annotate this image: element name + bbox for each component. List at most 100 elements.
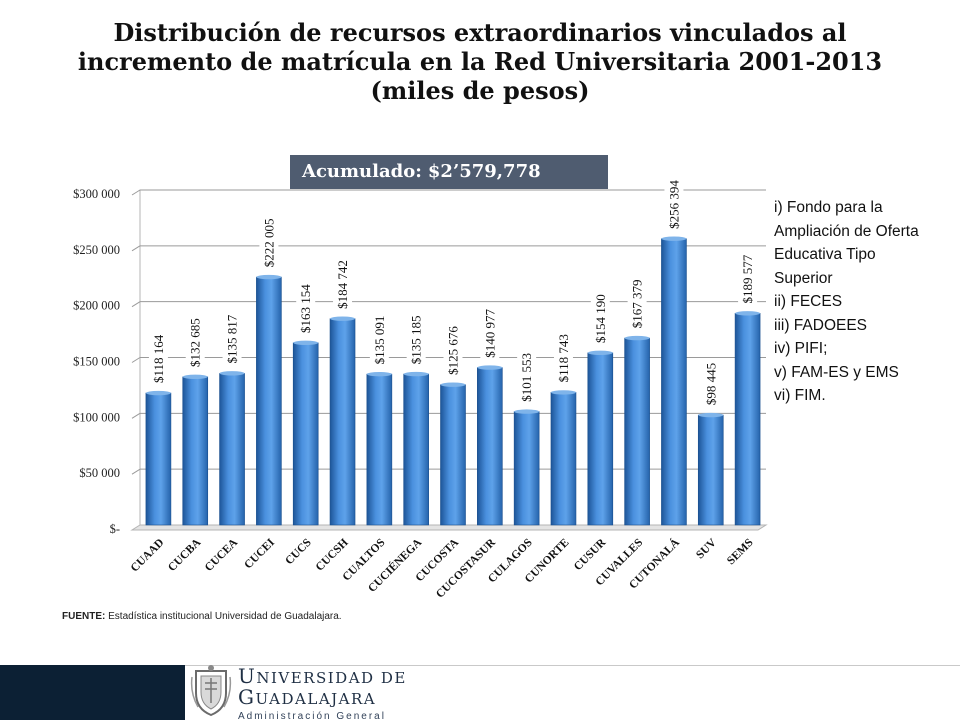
bar-cunorte <box>550 392 577 526</box>
data-label-group: $163 154 <box>296 280 316 337</box>
y-tick-label: $100 000 <box>73 410 120 424</box>
x-tick-label: CUCSH <box>314 537 351 574</box>
source-text: Estadística institucional Universidad de… <box>108 611 342 622</box>
data-label: $135 091 <box>372 316 387 365</box>
university-seal-icon <box>190 663 232 722</box>
bar-cap <box>256 274 282 280</box>
chart-title: Distribución de recursos extraordinarios… <box>40 18 920 105</box>
bar-cap <box>440 382 466 387</box>
bar-suv <box>697 414 724 526</box>
plot-floor <box>130 524 768 531</box>
data-label: $135 185 <box>409 315 424 364</box>
bar-cucba <box>182 376 209 526</box>
legend-item: ii) FECES <box>774 293 843 310</box>
data-label-group: $135 091 <box>369 311 389 369</box>
data-label-box <box>185 314 205 371</box>
data-label-box <box>406 311 426 369</box>
bar-cap <box>661 236 687 241</box>
data-label-group: $135 185 <box>406 311 426 369</box>
x-tick-label: CUCBA <box>166 536 204 574</box>
bar-culagos <box>513 411 540 526</box>
y-tick-label: $150 000 <box>73 355 120 369</box>
source-note: FUENTE: Estadística institucional Univer… <box>62 611 342 622</box>
legend-item: Ampliación de Oferta <box>774 222 919 240</box>
data-label: $140 977 <box>482 309 497 358</box>
bar-cuciénega <box>403 373 429 526</box>
source-label: FUENTE: <box>62 611 106 622</box>
footer-divider <box>185 665 960 666</box>
data-label-box <box>738 250 758 308</box>
data-label: $118 743 <box>556 334 571 382</box>
grid-line-depth <box>131 412 141 419</box>
bar-cucosta <box>440 384 466 526</box>
data-label-group: $118 164 <box>148 330 168 388</box>
bar-cap <box>624 335 650 341</box>
y-tick-label: $50 000 <box>79 466 120 480</box>
data-label-group: $125 676 <box>443 322 463 379</box>
chart-title-line3: (miles de pesos) <box>370 76 590 105</box>
legend-item: i) Fondo para la <box>774 199 883 216</box>
data-label: $101 553 <box>519 353 534 402</box>
data-label: $222 005 <box>261 219 276 268</box>
data-label-box <box>333 256 353 313</box>
x-tick-label: CUCS <box>283 537 314 568</box>
bar-cap <box>514 409 540 414</box>
data-label-group: $98 445 <box>701 358 721 410</box>
data-label-group: $118 743 <box>553 330 573 387</box>
data-label-group: $222 005 <box>259 214 279 272</box>
data-label-group: $132 685 <box>185 314 205 371</box>
data-label: $135 817 <box>225 314 240 363</box>
bar-cucostasur <box>477 367 503 526</box>
data-label-box <box>553 330 573 387</box>
bar-cap <box>550 390 576 395</box>
accumulated-value: $2’579,778 <box>427 161 541 182</box>
data-label-group: $135 817 <box>222 310 242 368</box>
chart-title-line2: incremento de matrícula en la Red Univer… <box>77 47 883 76</box>
data-label-group: $167 379 <box>627 275 647 333</box>
data-label-box <box>590 290 610 347</box>
bar-cap <box>145 390 171 396</box>
legend-item: iv) PIFI; <box>774 340 828 357</box>
bar-cap <box>477 365 503 370</box>
grid-line-depth <box>131 189 141 196</box>
data-label-box <box>369 311 389 369</box>
x-tick-label: CUSUR <box>572 536 609 573</box>
bar-cap <box>735 311 761 316</box>
legend-item: Superior <box>774 269 833 287</box>
bar-cap <box>587 350 613 356</box>
chart-title-line1: Distribución de recursos extraordinarios… <box>113 18 847 47</box>
data-label-box <box>480 305 500 362</box>
bar-cap <box>366 371 392 377</box>
bar-cap <box>330 316 356 321</box>
footer-band <box>0 665 185 720</box>
bar-cap <box>698 412 724 418</box>
x-tick-label: CUCEA <box>203 536 241 574</box>
data-label: $154 190 <box>593 294 608 343</box>
data-label: $125 676 <box>446 326 461 375</box>
data-label: $184 742 <box>335 260 350 309</box>
data-label: $167 379 <box>630 280 645 329</box>
legend-item: v) FAM-ES y EMS <box>774 363 899 381</box>
y-tick-label: $300 000 <box>73 187 120 201</box>
accumulated-box: Acumulado: $2’579,778 <box>290 155 608 189</box>
grid-line-depth <box>131 301 141 308</box>
data-label-group: $184 742 <box>333 256 353 313</box>
data-label-group: $256 394 <box>664 176 684 233</box>
bar-cap <box>182 374 208 380</box>
y-tick-label: $200 000 <box>73 299 120 313</box>
bar-cucea <box>219 373 245 526</box>
legend-item: vi) FIM. <box>774 387 826 404</box>
x-tick-label: CUCEI <box>242 536 277 571</box>
bar-cutonalá <box>661 238 687 526</box>
x-tick-label: CUAAD <box>129 537 167 575</box>
data-label: $256 394 <box>666 180 681 229</box>
data-label-box <box>148 330 168 388</box>
data-label-box <box>664 176 684 233</box>
data-label-box <box>296 280 316 337</box>
bar-cuaad <box>145 392 172 526</box>
data-label: $118 164 <box>151 334 166 383</box>
legend-item: iii) FADOEES <box>774 316 868 334</box>
data-label: $98 445 <box>703 363 718 405</box>
grid-line-depth <box>131 357 141 363</box>
